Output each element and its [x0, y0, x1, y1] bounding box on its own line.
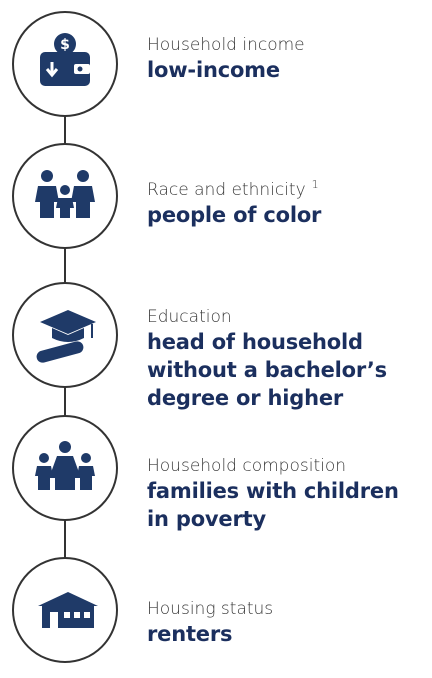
item-value: without a bachelor’s: [147, 358, 387, 382]
item-label: Education: [147, 307, 232, 327]
svg-text:$: $: [60, 37, 70, 53]
item-value: renters: [147, 622, 233, 646]
item-value: families with children: [147, 479, 399, 503]
item: Race and ethnicity 1 people of color: [147, 174, 321, 229]
item-value: people of color: [147, 203, 322, 227]
children-icon: [35, 441, 95, 490]
item-label: Household composition: [147, 456, 347, 476]
footnote: 1: [311, 178, 319, 191]
item: Housing status renters: [147, 598, 273, 648]
education-icon: [36, 310, 96, 363]
item: Household income low-income: [147, 34, 305, 84]
item: Household composition families with chil…: [147, 455, 399, 533]
house-icon: [38, 592, 98, 628]
item-label: Housing status: [147, 599, 274, 619]
family-icon: [35, 170, 95, 218]
item-label: Household income: [147, 35, 305, 55]
item-label: Race and ethnicity 1: [147, 174, 321, 201]
wallet-icon: $: [40, 33, 90, 86]
item-value: head of household: [147, 330, 363, 354]
circle: [12, 143, 118, 249]
item-value: in poverty: [147, 507, 266, 531]
item: Education head of household without a ba…: [147, 306, 387, 412]
item-value: low-income: [147, 58, 280, 82]
item-value: degree or higher: [147, 386, 344, 410]
label-text: Race and ethnicity: [147, 180, 306, 200]
